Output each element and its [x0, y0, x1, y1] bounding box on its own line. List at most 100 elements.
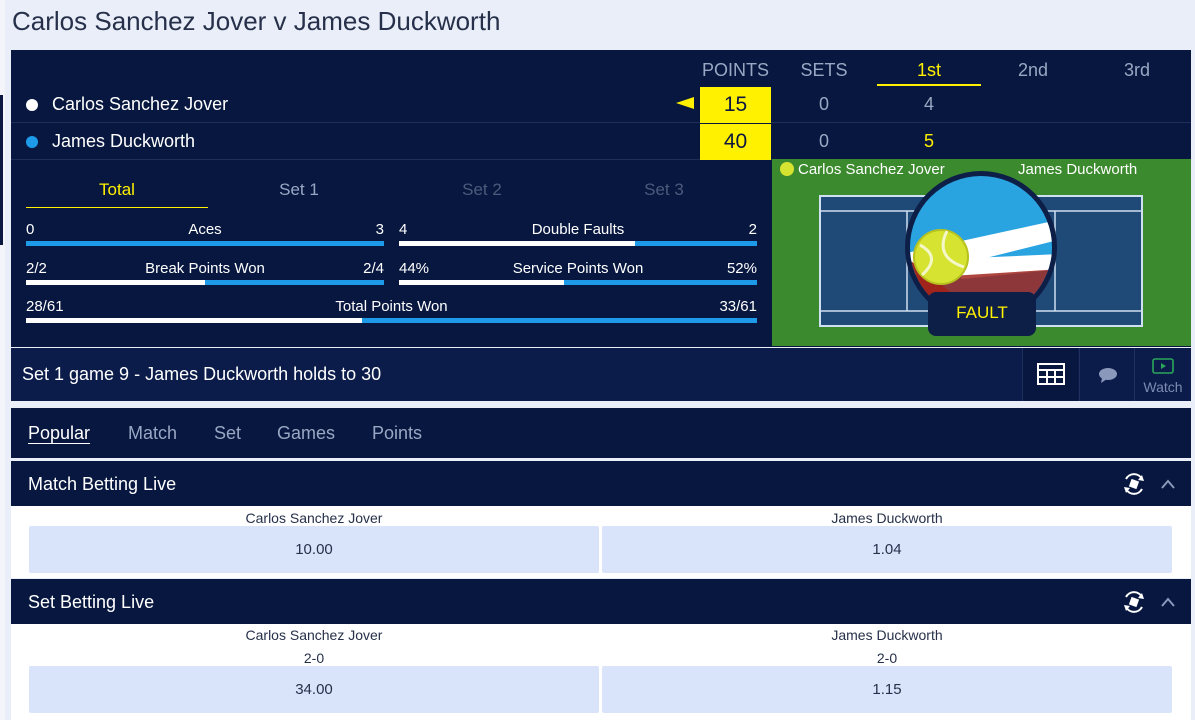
- scoreboard: POINTS SETS 1st 2nd 3rd Carlos Sanchez J…: [11, 50, 1191, 347]
- grid-icon: [1037, 363, 1065, 385]
- stat-service-points-bar-fill: [399, 280, 564, 285]
- court-event-label: FAULT: [956, 303, 1008, 322]
- stat-aces: 0 Aces 3: [26, 221, 384, 247]
- stat-break-points: 2/2 Break Points Won 2/4: [26, 260, 384, 286]
- points-header: POINTS: [701, 60, 769, 80]
- set-1-header-underline: [877, 84, 981, 86]
- play-video-icon: [1152, 358, 1174, 374]
- player-2-set-1-games: 5: [923, 131, 934, 151]
- market-body-set-betting: Carlos Sanchez Jover James Duckworth 2-0…: [11, 624, 1191, 720]
- player-row-1: Carlos Sanchez Jover 15 0 4: [11, 87, 1191, 123]
- odds-button[interactable]: 34.00: [29, 666, 599, 713]
- stat-break-points-label: Break Points Won: [145, 260, 265, 277]
- tab-set[interactable]: Set: [214, 423, 242, 443]
- market-header-match-betting[interactable]: Match Betting Live: [11, 461, 1191, 506]
- left-edge-strip: [0, 0, 5, 720]
- stats-tab-set-3[interactable]: Set 3: [644, 180, 684, 199]
- tab-popular[interactable]: Popular: [28, 423, 91, 443]
- player-1-color-dot: [26, 99, 38, 111]
- page-title: Carlos Sanchez Jover v James Duckworth: [12, 6, 501, 36]
- stat-double-faults-bar-fill: [399, 241, 636, 246]
- market-category-tabs: Popular Match Set Games Points: [11, 408, 1191, 458]
- tab-games[interactable]: Games: [277, 423, 336, 443]
- player-1-sets: 0: [818, 94, 829, 114]
- market-body-match-betting: Carlos Sanchez Jover James Duckworth 10.…: [11, 506, 1191, 578]
- player-row-2: James Duckworth 40 0 5: [11, 124, 1191, 160]
- odds-button[interactable]: 10.00: [29, 526, 599, 573]
- commentary-text: Set 1 game 9 - James Duckworth holds to …: [22, 364, 382, 384]
- set-1-header[interactable]: 1st: [916, 60, 941, 80]
- stat-aces-right: 3: [375, 221, 384, 238]
- cash-out-icon[interactable]: [1122, 591, 1146, 613]
- serving-indicator-icon: [676, 97, 694, 109]
- court-player-names: Carlos Sanchez Jover James Duckworth: [780, 161, 1180, 178]
- selection-name: James Duckworth: [831, 510, 943, 526]
- stat-double-faults: 4 Double Faults 2: [399, 221, 757, 247]
- scoreboard-view-button[interactable]: [1022, 348, 1078, 401]
- selection-line: 2-0: [876, 650, 898, 666]
- chat-bubble-icon: [1099, 368, 1117, 383]
- stat-service-points-bar: [399, 280, 757, 285]
- selection-line: 2-0: [303, 650, 325, 666]
- market-header-set-betting[interactable]: Set Betting Live: [11, 579, 1191, 624]
- player-1-points: 15: [700, 87, 771, 123]
- court-visualisation: Carlos Sanchez Jover James Duckworth FAU…: [772, 159, 1191, 346]
- selection-name: James Duckworth: [831, 627, 943, 643]
- sets-header: SETS: [800, 60, 848, 80]
- stats-tab-total-underline: [26, 207, 208, 208]
- stat-total-points-right: 33/61: [719, 298, 757, 315]
- stat-total-points-left: 28/61: [26, 298, 64, 315]
- market-title: Set Betting Live: [28, 592, 155, 612]
- stat-total-points-bar: [26, 318, 757, 323]
- tab-points[interactable]: Points: [372, 423, 423, 443]
- court-left-player: Carlos Sanchez Jover: [798, 161, 945, 178]
- odds-button[interactable]: 1.15: [602, 666, 1172, 713]
- tab-match[interactable]: Match: [128, 423, 178, 443]
- stat-break-points-right: 2/4: [363, 260, 384, 277]
- left-edge-marker: [0, 95, 3, 245]
- chevron-up-icon[interactable]: [1161, 597, 1175, 607]
- stat-aces-bar: [26, 241, 384, 246]
- stats-tab-set-1[interactable]: Set 1: [279, 180, 319, 199]
- watch-label: Watch: [1143, 379, 1183, 395]
- market-title: Match Betting Live: [28, 474, 177, 494]
- stat-double-faults-label: Double Faults: [531, 221, 625, 238]
- stats-tabs: Total Set 1 Set 2 Set 3: [26, 180, 756, 208]
- stats-tab-total[interactable]: Total: [99, 180, 135, 199]
- stat-total-points-label: Total Points Won: [335, 298, 448, 315]
- stat-service-points-label: Service Points Won: [512, 260, 644, 277]
- player-2-color-dot: [26, 136, 38, 148]
- selection-name: Carlos Sanchez Jover: [245, 510, 383, 526]
- watch-button[interactable]: Watch: [1134, 348, 1191, 401]
- stat-total-points-bar-fill: [26, 318, 363, 323]
- stat-service-points-right: 52%: [726, 260, 757, 277]
- stat-break-points-bar-fill: [26, 280, 205, 285]
- court-right-player: James Duckworth: [1018, 161, 1138, 178]
- player-2-points: 40: [700, 124, 771, 160]
- stat-double-faults-left: 4: [399, 221, 408, 238]
- player-1-set-1-games: 4: [923, 94, 934, 114]
- player-2-name: James Duckworth: [52, 131, 196, 151]
- stat-service-points: 44% Service Points Won 52%: [399, 260, 757, 286]
- stat-aces-left: 0: [26, 221, 35, 238]
- player-2-sets: 0: [818, 131, 829, 151]
- stat-break-points-bar: [26, 280, 384, 285]
- selection-name: Carlos Sanchez Jover: [245, 627, 383, 643]
- tennis-ball-icon: [780, 162, 794, 176]
- odds-button[interactable]: 1.04: [602, 526, 1172, 573]
- stat-service-points-left: 44%: [399, 260, 430, 277]
- stats-tab-set-2[interactable]: Set 2: [462, 180, 502, 199]
- cash-out-icon[interactable]: [1122, 473, 1146, 495]
- tennis-court-graphic: [819, 171, 1143, 336]
- commentary-button[interactable]: [1079, 348, 1134, 401]
- chevron-up-icon[interactable]: [1161, 479, 1175, 489]
- set-2-header[interactable]: 2nd: [1017, 60, 1049, 80]
- stat-double-faults-right: 2: [748, 221, 757, 238]
- stat-total-points: 28/61 Total Points Won 33/61: [26, 298, 757, 324]
- commentary-bar: Set 1 game 9 - James Duckworth holds to …: [11, 348, 1191, 401]
- player-1-name: Carlos Sanchez Jover: [52, 94, 229, 114]
- stat-double-faults-bar: [399, 241, 757, 246]
- stat-aces-label: Aces: [188, 221, 222, 238]
- stat-break-points-left: 2/2: [26, 260, 47, 277]
- set-3-header[interactable]: 3rd: [1123, 60, 1150, 80]
